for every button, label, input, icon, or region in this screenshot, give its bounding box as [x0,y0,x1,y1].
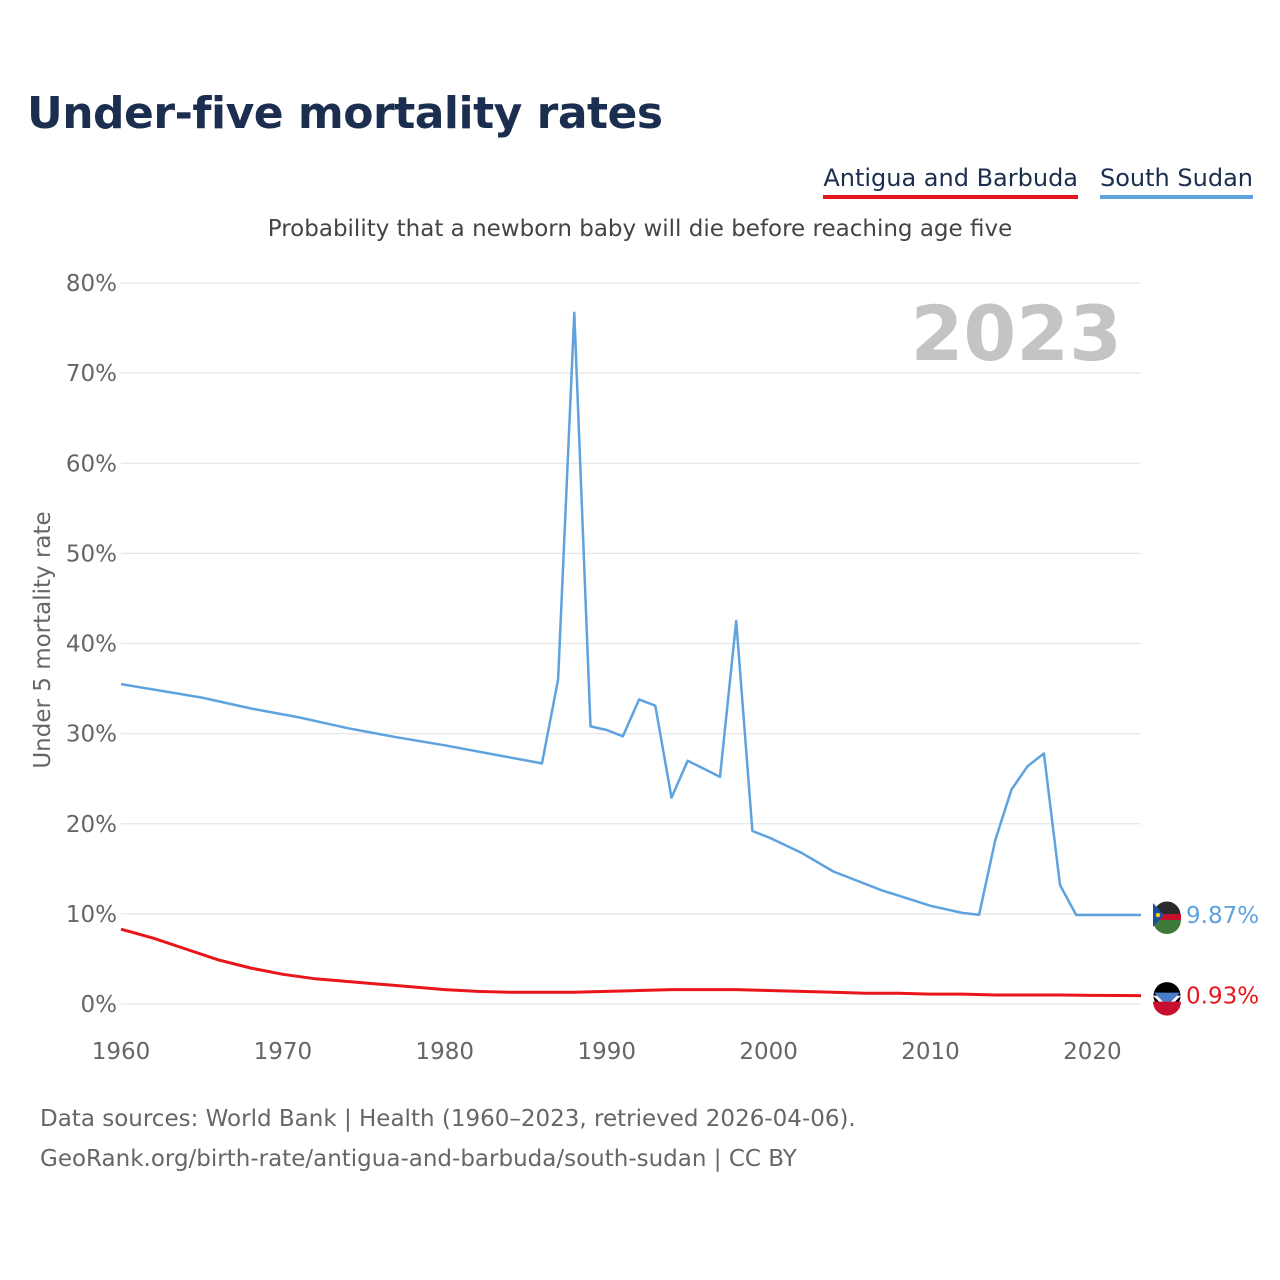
x-tick-label: 1990 [577,1039,636,1065]
legend: Antigua and Barbuda South Sudan [823,164,1253,199]
y-tick-label: 0% [81,992,118,1018]
legend-item-antigua[interactable]: Antigua and Barbuda [823,164,1079,199]
y-tick-label: 60% [66,451,117,477]
flag-star [1155,912,1161,918]
x-tick-label: 2010 [901,1039,960,1065]
year-watermark: 2023 [910,289,1122,378]
series-line-south-sudan [120,311,1141,917]
chart-title: Under-five mortality rates [27,88,663,139]
flag-stripe [1154,992,1180,1006]
y-axis-ticks: 0% 10% 20% 30% 40% 50% 60% 70% 80% [66,271,117,1018]
x-tick-label: 2020 [1063,1039,1122,1065]
y-tick-label: 40% [66,632,117,658]
legend-item-south-sudan[interactable]: South Sudan [1100,164,1253,199]
series-line-antigua-and-barbuda [120,927,1142,998]
y-tick-label: 70% [66,361,117,387]
y-tick-label: 20% [66,812,117,838]
footer-link[interactable]: GeoRank.org/birth-rate/antigua-and-barbu… [40,1146,797,1172]
series-end-value: 9.87% [1186,903,1259,929]
chart-subtitle: Probability that a newborn baby will die… [267,216,1013,242]
x-axis-ticks: 1960 1970 1980 1990 2000 2010 2020 [92,1039,1122,1065]
flag-stripe [1153,920,1181,935]
flag-stripe [1153,1001,1181,1016]
series-end-markers: 0.93% 9.87% [1152,900,1259,1016]
y-tick-label: 30% [66,722,117,748]
footer-sources: Data sources: World Bank | Health (1960–… [40,1106,856,1132]
y-tick-label: 80% [66,271,117,297]
x-tick-label: 1970 [254,1039,313,1065]
series-end-value: 0.93% [1186,984,1259,1010]
x-tick-label: 1960 [92,1039,151,1065]
grid [121,282,1141,1005]
series-lines [120,311,1142,998]
x-tick-label: 2000 [739,1039,798,1065]
y-tick-label: 50% [66,541,117,567]
flag-stripe [1153,914,1181,921]
x-tick-label: 1980 [416,1039,475,1065]
y-tick-label: 10% [66,902,117,928]
y-axis-label: Under 5 mortality rate [30,511,56,768]
